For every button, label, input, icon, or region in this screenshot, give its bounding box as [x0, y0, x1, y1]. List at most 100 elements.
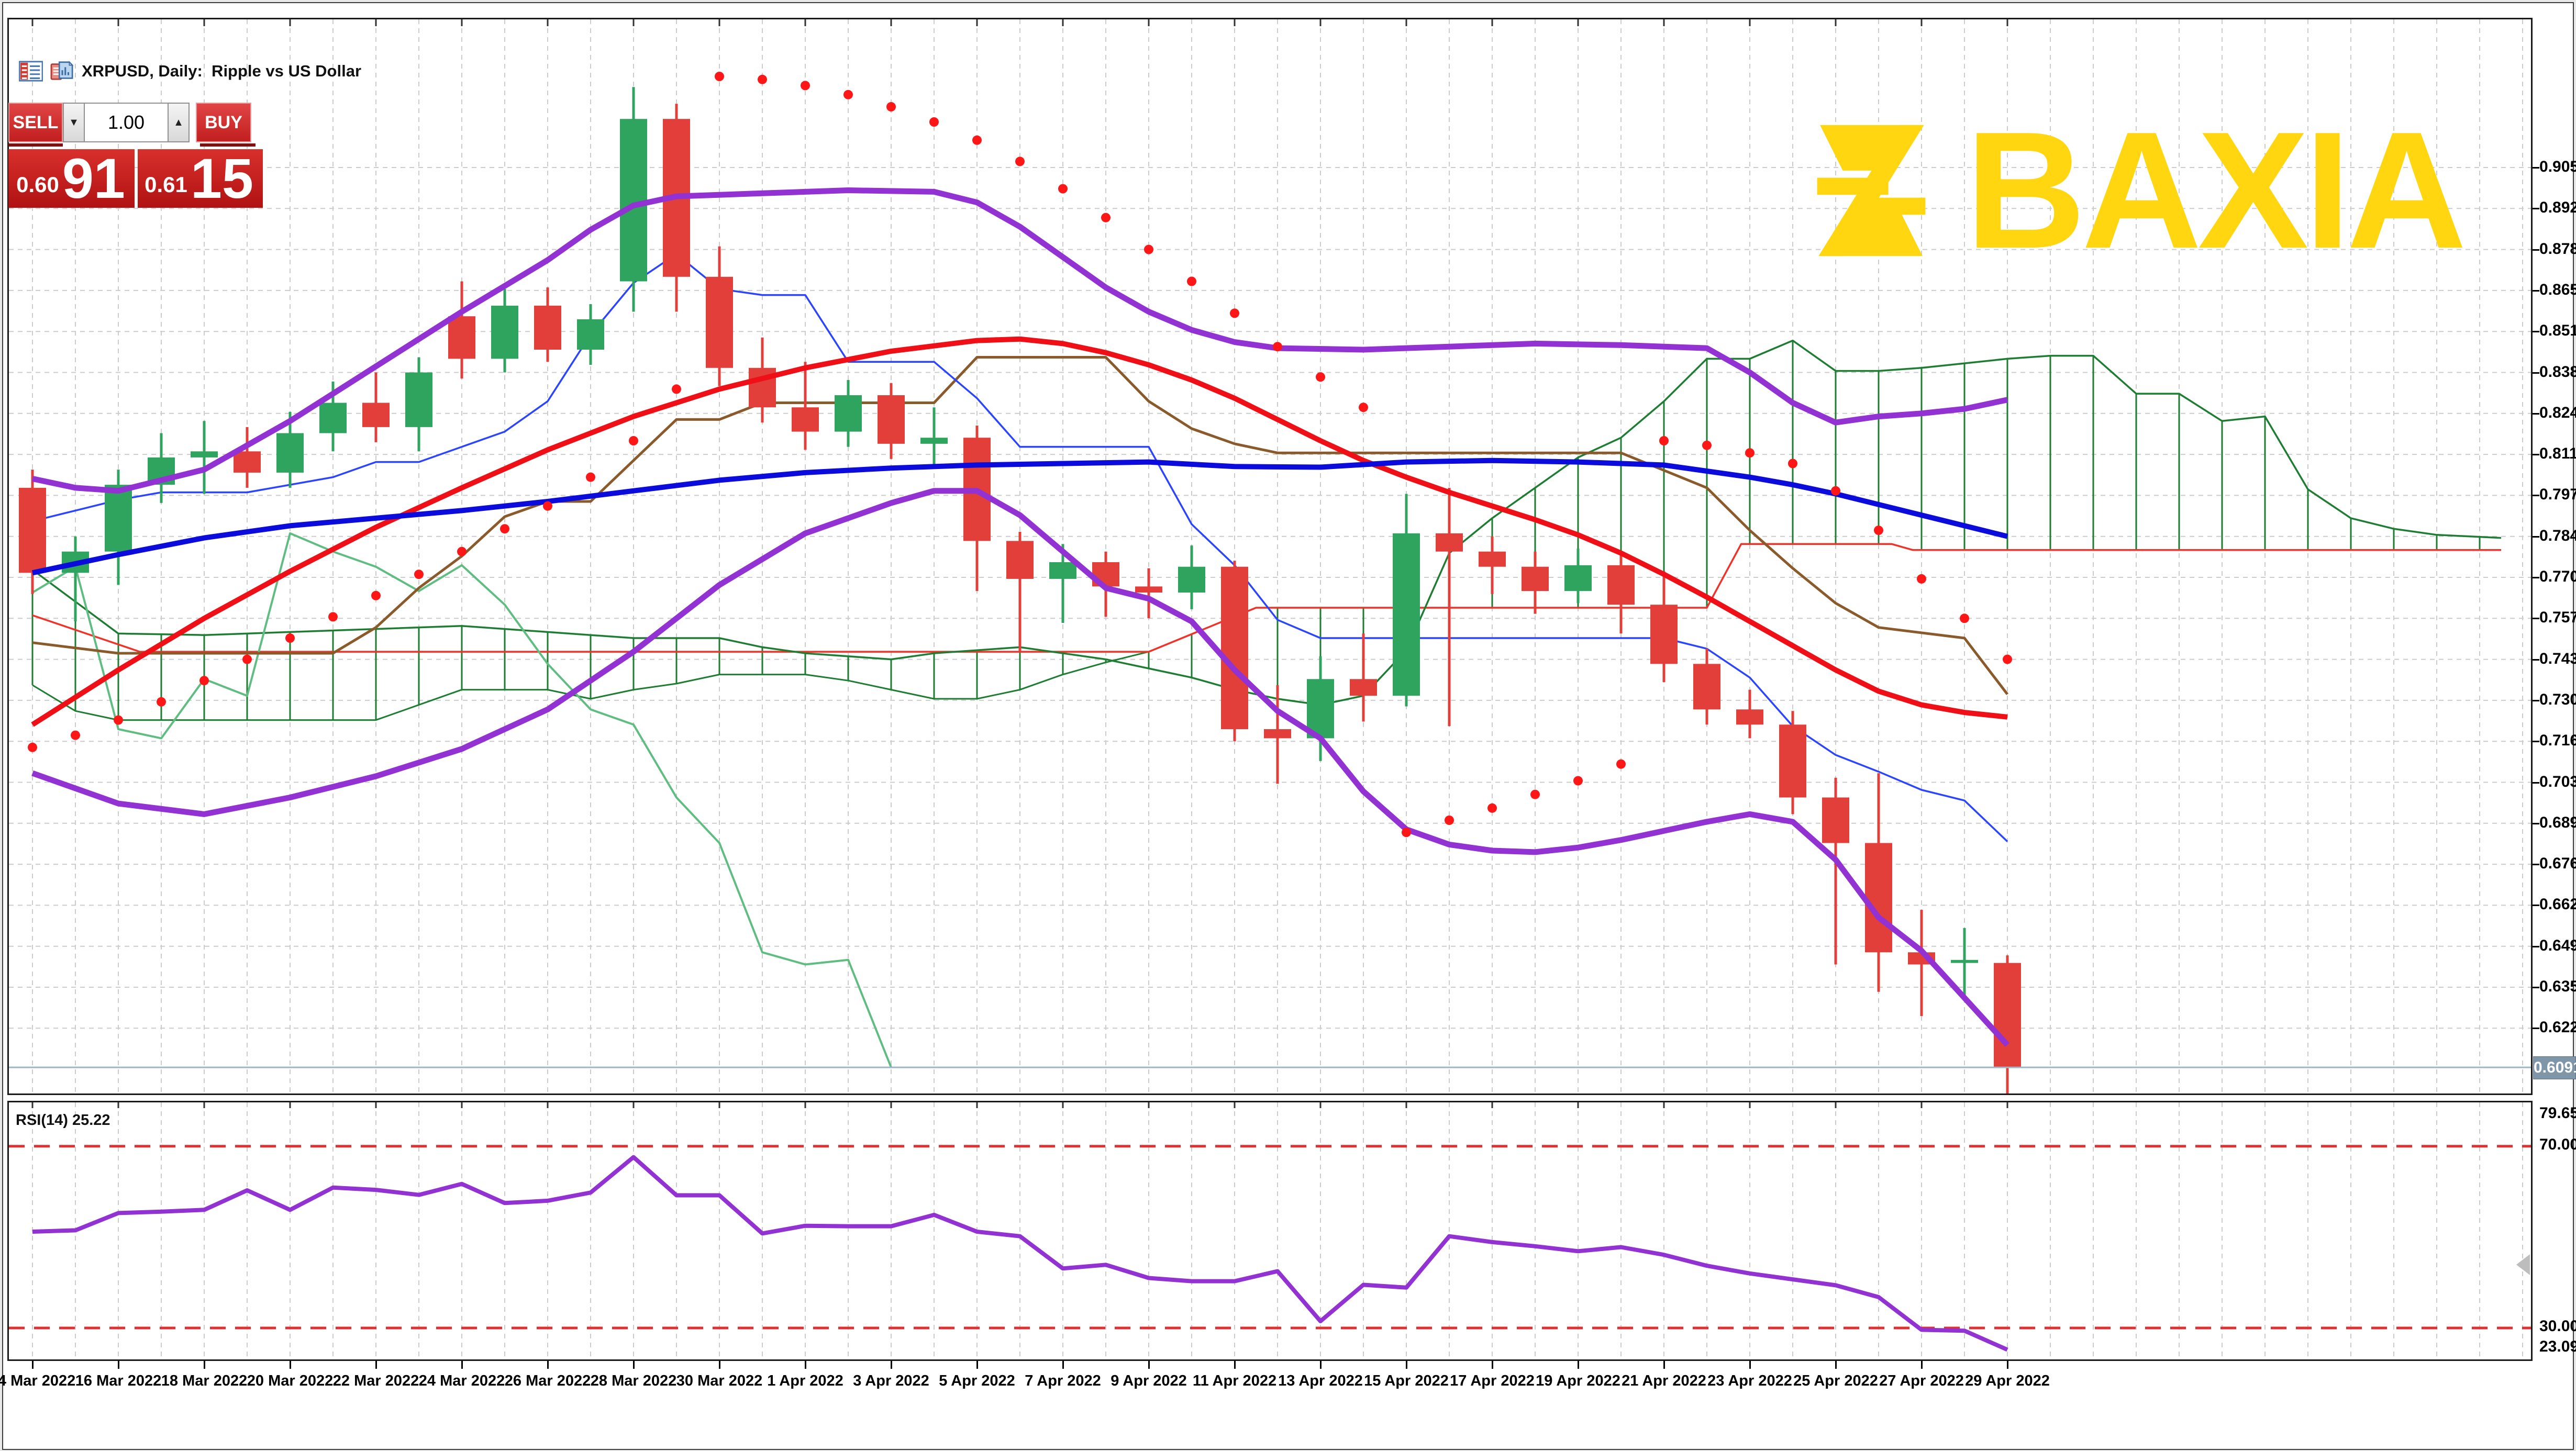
date-axis-label[interactable]: 18 Mar 2022: [161, 1372, 248, 1389]
bollinger-upper-line: [31, 187, 2008, 494]
psar-dot: [1530, 789, 1540, 799]
date-axis-tick: [805, 1361, 806, 1369]
date-axis-label[interactable]: 26 Mar 2022: [504, 1372, 591, 1389]
price-axis-tick: [2533, 454, 2539, 456]
price-axis-label: 0.6220: [2539, 1019, 2576, 1036]
date-axis-label[interactable]: 7 Apr 2022: [1025, 1372, 1101, 1389]
price-chart-panel[interactable]: [7, 18, 2533, 1095]
date-axis-label[interactable]: 28 Mar 2022: [590, 1372, 677, 1389]
candle-body: [1607, 565, 1635, 605]
rsi-gridlines: [31, 1102, 2523, 1359]
date-axis-tick: [32, 1361, 34, 1369]
price-axis-tick: [2533, 412, 2539, 415]
date-axis-label[interactable]: 30 Mar 2022: [676, 1372, 763, 1389]
candle-body: [1865, 843, 1892, 953]
date-axis-label[interactable]: 14 Mar 2022: [0, 1372, 76, 1389]
date-axis-tick: [461, 1361, 463, 1369]
price-axis-tick: [2533, 331, 2539, 333]
volume-increase-button[interactable]: ▲: [168, 103, 190, 142]
psar-dot: [1960, 613, 1969, 623]
sell-price-box[interactable]: 0.60 91: [8, 149, 135, 208]
psar-dot: [1487, 803, 1497, 813]
date-axis-label[interactable]: 24 Mar 2022: [418, 1372, 505, 1389]
psar-dot: [500, 524, 509, 534]
price-chart-canvas[interactable]: [9, 19, 2531, 1093]
volume-input[interactable]: 1.00: [85, 103, 168, 142]
date-axis-label[interactable]: 25 Apr 2022: [1793, 1372, 1878, 1389]
price-axis-label: 0.7435: [2539, 650, 2576, 667]
panel-resize-marker[interactable]: [2516, 1254, 2530, 1275]
rsi-label: RSI(14) 25.22: [16, 1112, 110, 1129]
date-axis-tick: [1749, 1361, 1751, 1369]
date-axis-label[interactable]: 13 Apr 2022: [1278, 1372, 1363, 1389]
date-axis-label[interactable]: 15 Apr 2022: [1364, 1372, 1449, 1389]
buy-price-box[interactable]: 0.61 15: [138, 149, 263, 208]
price-axis-tick: [2533, 658, 2539, 661]
rsi-axis-label: 79.65: [2539, 1104, 2576, 1122]
psar-dot: [1402, 828, 1411, 838]
date-axis-tick: [118, 1361, 119, 1369]
rsi-indicator-panel[interactable]: [7, 1101, 2533, 1361]
date-axis-tick: [1578, 1361, 1579, 1369]
chart-file-icon[interactable]: [50, 61, 74, 82]
date-axis-label[interactable]: 17 Apr 2022: [1450, 1372, 1535, 1389]
buy-price-small: 0.61: [145, 172, 187, 197]
candle-body: [1822, 797, 1849, 843]
psar-dot: [1788, 459, 1797, 468]
price-axis-tick: [2533, 495, 2539, 497]
date-axis-label[interactable]: 22 Mar 2022: [332, 1372, 419, 1389]
one-click-trade-panel: SELL ▼ 1.00 ▲ BUY 0.60 91 0.61 15: [8, 103, 266, 208]
candle-body: [835, 395, 862, 432]
date-axis-label[interactable]: 5 Apr 2022: [939, 1372, 1015, 1389]
candle-body: [1522, 566, 1549, 591]
date-axis-label[interactable]: 19 Apr 2022: [1536, 1372, 1620, 1389]
rsi-line: [32, 1155, 2008, 1352]
psar-dot: [543, 501, 552, 511]
quotes-list-icon[interactable]: [19, 61, 43, 82]
chikou-span-line: [31, 532, 892, 1068]
date-axis-tick: [1234, 1361, 1236, 1369]
psar-dot: [843, 90, 853, 99]
date-axis-tick: [1062, 1361, 1064, 1369]
date-axis-label[interactable]: 3 Apr 2022: [853, 1372, 929, 1389]
date-axis-tick: [2007, 1361, 2008, 1369]
date-axis-tick: [204, 1361, 205, 1369]
date-axis-label[interactable]: 16 Mar 2022: [75, 1372, 162, 1389]
psar-dot: [457, 546, 467, 556]
volume-decrease-button[interactable]: ▼: [63, 103, 85, 142]
date-axis-label[interactable]: 11 Apr 2022: [1192, 1372, 1277, 1389]
symbol-title: XRPUSD, Daily: Ripple vs US Dollar: [82, 62, 362, 80]
psar-dot: [1273, 342, 1282, 352]
psar-dot: [414, 570, 424, 579]
psar-dot: [1831, 486, 1840, 496]
date-axis-label[interactable]: 1 Apr 2022: [767, 1372, 843, 1389]
psar-dot: [1015, 157, 1025, 166]
date-axis-tick: [375, 1361, 377, 1369]
sell-button[interactable]: SELL: [8, 103, 63, 142]
psar-dot: [672, 384, 681, 394]
psar-dot: [1058, 184, 1068, 194]
buy-button[interactable]: BUY: [196, 103, 251, 142]
psar-dot: [801, 81, 810, 91]
candles-layer: [19, 87, 2021, 1093]
date-axis-label[interactable]: 29 Apr 2022: [1965, 1372, 2050, 1389]
candle-body: [448, 316, 475, 359]
date-axis-label[interactable]: 9 Apr 2022: [1111, 1372, 1187, 1389]
psar-dot: [1359, 403, 1368, 412]
candle-body: [1221, 566, 1248, 729]
price-axis-label: 0.8245: [2539, 404, 2576, 421]
candle-body: [319, 403, 347, 433]
price-axis-tick: [2533, 782, 2539, 784]
candle-body: [491, 305, 518, 359]
baxia-logo-text: BAXIA: [1966, 97, 2467, 283]
psar-dot: [114, 715, 123, 725]
date-axis-tick: [1835, 1361, 1837, 1369]
psar-dot: [2003, 654, 2012, 664]
date-axis-label[interactable]: 21 Apr 2022: [1622, 1372, 1706, 1389]
date-axis-label[interactable]: 23 Apr 2022: [1707, 1372, 1792, 1389]
candle-body: [1994, 963, 2021, 1068]
date-axis-label[interactable]: 20 Mar 2022: [247, 1372, 334, 1389]
rsi-canvas[interactable]: [9, 1102, 2531, 1359]
date-axis-label[interactable]: 27 Apr 2022: [1879, 1372, 1964, 1389]
